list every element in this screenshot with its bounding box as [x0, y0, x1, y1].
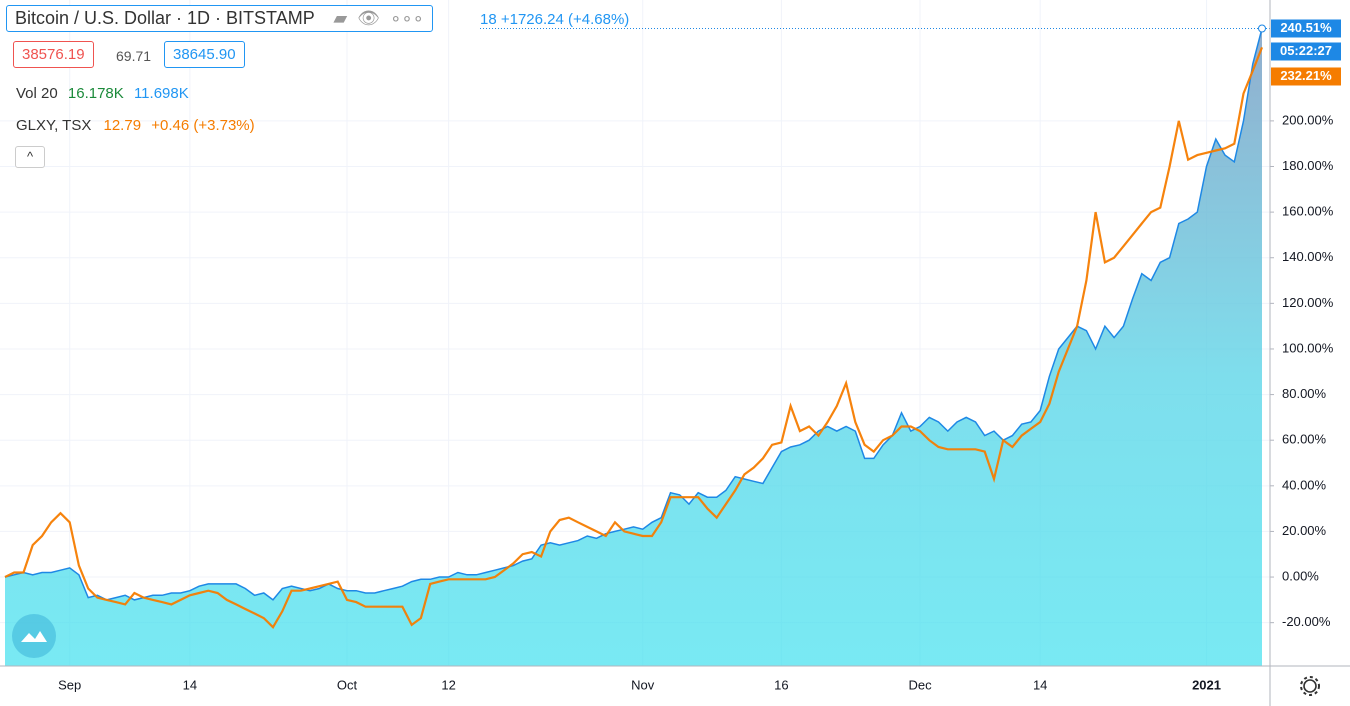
collapse-button[interactable]: ^	[15, 146, 45, 168]
x-tick-label: Oct	[337, 677, 358, 692]
bid-price[interactable]: 38576.19	[13, 41, 94, 68]
x-tick-label: Nov	[631, 677, 655, 692]
countdown-tag: 05:22:27	[1280, 43, 1332, 58]
y-tick-label: 120.00%	[1282, 295, 1334, 310]
symbol-title: Bitcoin / U.S. Dollar · 1D · BITSTAMP	[15, 8, 315, 28]
y-tick-label: 80.00%	[1282, 386, 1327, 401]
y-tick-label: 100.00%	[1282, 340, 1334, 355]
ask-price[interactable]: 38645.90	[164, 41, 245, 68]
x-tick-label: 14	[1033, 677, 1047, 692]
y-tick-label: 160.00%	[1282, 204, 1334, 219]
y-tick-label: 60.00%	[1282, 432, 1327, 447]
volume-name: Vol 20	[16, 85, 58, 102]
compare-price: 12.79	[103, 117, 142, 134]
y-tick-label: 180.00%	[1282, 158, 1334, 173]
last-price-tag: 240.51%	[1280, 20, 1332, 35]
volume-value: 16.178K	[67, 85, 124, 102]
price-line	[4, 28, 1263, 601]
compare-name: GLXY, TSX	[16, 117, 92, 134]
y-tick-label: 200.00%	[1282, 112, 1334, 127]
compare-change: +0.46 (+3.73%)	[151, 117, 255, 134]
x-tick-label: 16	[774, 677, 788, 692]
settings-icon[interactable]	[1300, 676, 1320, 696]
x-tick-label: Sep	[58, 677, 81, 692]
compare-line	[4, 46, 1264, 629]
y-tick-label: 20.00%	[1282, 523, 1327, 538]
compare-price-tag-bg	[1271, 67, 1341, 86]
countdown-tag-bg	[1271, 42, 1341, 61]
last-point	[1258, 24, 1266, 33]
x-tick-label: 12	[441, 677, 455, 692]
y-tick-label: 40.00%	[1282, 477, 1327, 492]
x-tick-label: 14	[183, 677, 197, 692]
change-text: 18 +1726.24 (+4.68%)	[480, 11, 630, 28]
volume-ma: 11.698K	[133, 85, 189, 102]
symbol-header[interactable]: Bitcoin / U.S. Dollar · 1D · BITSTAMP ▰ …	[6, 5, 433, 32]
last-price-tag-bg	[1271, 19, 1341, 38]
tradingview-logo[interactable]	[12, 614, 56, 658]
y-tick-label: 0.00%	[1282, 568, 1319, 583]
y-tick-label: 140.00%	[1282, 249, 1334, 264]
compare-price-tag: 232.21%	[1280, 68, 1332, 83]
x-tick-label: Dec	[908, 677, 932, 692]
x-tick-label: 2021	[1192, 677, 1221, 692]
y-tick-label: -20.00%	[1282, 614, 1331, 629]
spread: 69.71	[116, 48, 152, 64]
volume-legend: Vol 20 16.178K 11.698K	[16, 85, 189, 102]
area	[5, 28, 1262, 666]
compare-legend: GLXY, TSX 12.79 +0.46 (+3.73%)	[16, 117, 255, 134]
